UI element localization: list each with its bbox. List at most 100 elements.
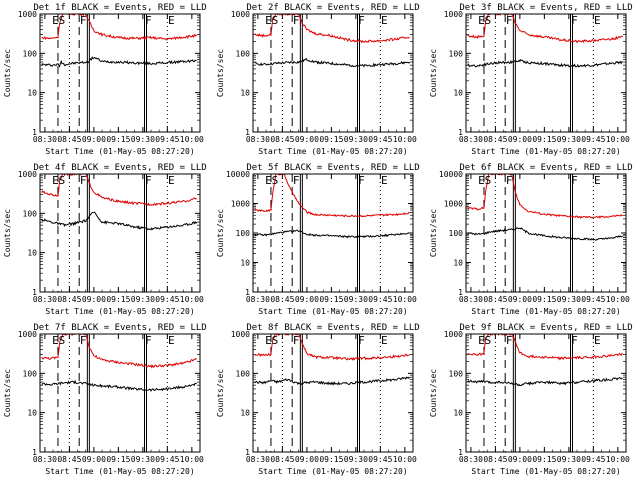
x-tick-label: 09:00 [508,455,532,464]
series-group [467,14,624,68]
phase-marker-label: E [168,14,175,27]
chart-panel: Det 7f BLACK = Events, RED = LLD Counts/s… [3,323,207,476]
phase-marker-label: E [52,174,59,187]
chart-panel: Det 6f BLACK = Events, RED = LLD Counts/s… [429,163,633,316]
y-tick-label: 1000 [444,330,463,339]
x-tick-label: 09:15 [532,295,556,304]
x-tick-label: 08:45 [270,295,294,304]
x-tick-label: 09:15 [319,455,343,464]
x-tick-label: 08:30 [459,135,483,144]
phase-marker-label: S [59,334,66,347]
chart-title: Det 6f BLACK = Events, RED = LLD [459,163,632,173]
phase-marker-label: E [594,14,601,27]
x-tick-label: 09:30 [344,295,368,304]
phase-marker-label: F [145,174,152,187]
y-tick-label: 10000 [439,170,463,179]
events-series-line [41,379,197,392]
x-tick-label: 09:45 [155,135,179,144]
y-tick-label: 10 [240,89,250,98]
x-axis-label: Start Time (01-May-05 08:27:20) [471,467,620,476]
phase-marker-label: F [571,174,578,187]
events-series-line [41,211,198,231]
x-tick-label: 09:45 [368,135,392,144]
y-axis-label: Counts/sec [429,49,438,97]
phase-marker-label: F [571,14,578,27]
chart-title: Det 1f BLACK = Events, RED = LLD [33,3,206,13]
chart-title: Det 8f BLACK = Events, RED = LLD [246,323,419,333]
events-series-line [41,56,197,68]
y-tick-label: 1 [458,288,463,297]
y-tick-label: 10 [27,249,37,258]
phase-marker-label: E [265,334,272,347]
x-tick-label: 09:00 [82,135,106,144]
y-tick-label: 1 [32,288,37,297]
y-tick-label: 10 [453,259,463,268]
y-tick-label: 1000 [18,10,37,19]
series-group [41,334,197,392]
x-axis-label: Start Time (01-May-05 08:27:20) [45,467,194,476]
phase-marker-label: E [265,174,272,187]
x-tick-label: 08:30 [246,135,270,144]
x-tick-label: 08:45 [483,455,507,464]
series-group [467,334,623,387]
phase-marker-label: E [381,14,388,27]
plot-frame [465,333,627,453]
chart-panel: Det 8f BLACK = Events, RED = LLD Counts/s… [216,323,420,476]
event-lines [270,14,381,132]
x-tick-label: 08:45 [270,135,294,144]
y-axis-label: Counts/sec [429,369,438,417]
x-tick-label: 09:15 [532,455,556,464]
chart-panel: Det 1f BLACK = Events, RED = LLD Counts/s… [3,3,207,156]
phase-marker-label: F [145,14,152,27]
chart-title: Det 4f BLACK = Events, RED = LLD [33,163,206,173]
y-tick-label: 1000 [231,10,250,19]
x-tick-label: 08:45 [483,295,507,304]
lld-series-line [254,14,410,44]
y-tick-label: 1 [458,448,463,457]
lld-series-line [41,334,197,369]
x-tick-label: 08:45 [57,295,81,304]
y-axis-label: Counts/sec [216,209,225,257]
plot-frame [465,13,627,133]
phase-marker-label: S [272,174,279,187]
x-tick-label: 08:45 [483,135,507,144]
x-tick-label: 09:45 [581,455,605,464]
event-lines [57,174,168,292]
y-tick-label: 100 [236,369,251,378]
events-series-line [254,57,411,68]
y-tick-label: 1000 [231,330,250,339]
x-tick-label: 10:00 [180,295,204,304]
x-tick-label: 10:00 [180,135,204,144]
plot-frame [252,13,414,133]
chart-panel: Det 3f BLACK = Events, RED = LLD Counts/s… [429,3,633,156]
x-axis-label: Start Time (01-May-05 08:27:20) [258,467,407,476]
y-tick-label: 10 [240,409,250,418]
y-tick-label: 1000 [231,200,250,209]
x-tick-label: 08:45 [57,455,81,464]
y-tick-label: 100 [449,49,464,58]
phase-marker-label: S [485,14,492,27]
phase-marker-label: E [478,174,485,187]
phase-marker-label: F [571,334,578,347]
y-tick-label: 1 [245,128,250,137]
phase-marker-label: S [272,334,279,347]
phase-marker-label: E [594,174,601,187]
x-tick-label: 09:45 [581,295,605,304]
x-tick-label: 09:30 [131,295,155,304]
y-tick-label: 100 [236,229,251,238]
x-tick-label: 09:30 [557,295,581,304]
plot-frame [252,173,414,293]
x-axis-label: Start Time (01-May-05 08:27:20) [471,307,620,316]
x-tick-label: 10:00 [606,295,630,304]
x-axis-label: Start Time (01-May-05 08:27:20) [45,307,194,316]
x-axis-label: Start Time (01-May-05 08:27:20) [258,307,407,316]
event-lines [483,14,594,132]
event-lines [483,174,594,292]
x-tick-label: 10:00 [393,295,417,304]
y-tick-label: 100 [23,49,38,58]
phase-marker-label: E [381,334,388,347]
x-tick-label: 08:45 [270,455,294,464]
x-tick-label: 10:00 [180,455,204,464]
chart-title: Det 7f BLACK = Events, RED = LLD [33,323,206,333]
